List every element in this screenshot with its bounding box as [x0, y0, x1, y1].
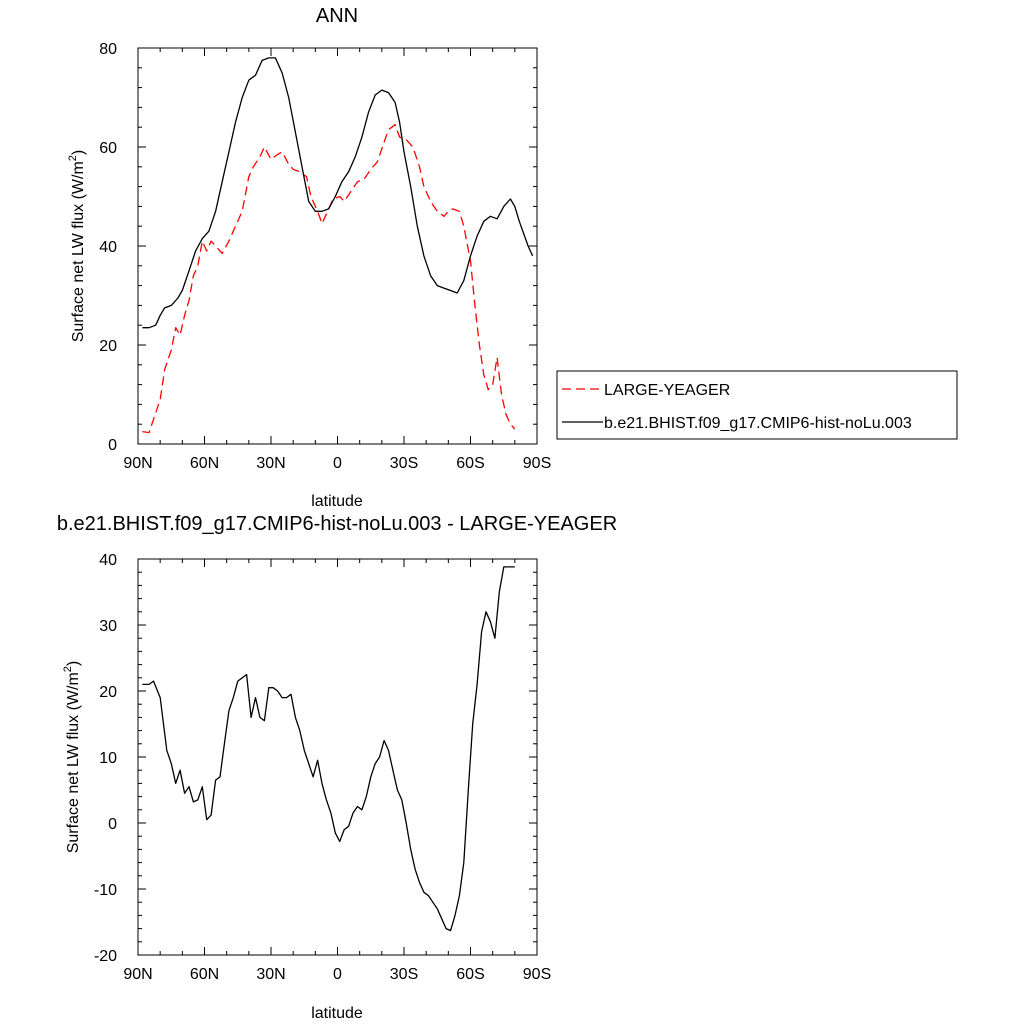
x-tick-label: 60N	[190, 455, 219, 472]
y-axis-label-text: Surface net LW flux (W/m	[65, 672, 82, 853]
y-axis-label-superscript: 2	[67, 155, 79, 161]
x-tick-label: 30S	[390, 455, 418, 472]
y-axis-label-text: Surface net LW flux (W/m	[70, 161, 87, 342]
y-axis-label-superscript: 2	[62, 666, 74, 672]
chart-panel-top: ANN 90N 60N 30N 0 30S 60S 90S 0 20 40 60 80 latitud…	[67, 5, 958, 510]
legend-frame	[556, 370, 958, 440]
y-axis-label-close: )	[65, 661, 82, 666]
tick-labels: 90N 60N 30N 0 30S 60S 90S 0 20 40 60 80	[99, 41, 551, 472]
y-tick-label: 40	[99, 239, 117, 256]
series-lines	[142, 566, 515, 932]
chart-title: b.e21.BHIST.f09_g17.CMIP6-hist-noLu.003 …	[57, 513, 617, 535]
x-axis-label: latitude	[311, 1005, 363, 1022]
y-tick-label: 80	[99, 41, 117, 58]
legend-label-cmip6: b.e21.BHIST.f09_g17.CMIP6-hist-noLu.003	[604, 415, 912, 432]
x-tick-label: 60S	[456, 455, 484, 472]
tick-marks	[137, 558, 538, 956]
x-tick-label: 30S	[390, 966, 418, 983]
y-tick-label: 40	[99, 552, 117, 569]
series-lines	[142, 57, 534, 434]
x-tick-label: 90N	[123, 455, 152, 472]
y-tick-label: -10	[94, 882, 117, 899]
chart-panel-bottom: b.e21.BHIST.f09_g17.CMIP6-hist-noLu.003 …	[57, 513, 617, 1022]
y-tick-label: 0	[108, 437, 117, 454]
tick-marks	[137, 47, 538, 445]
x-tick-label: 0	[333, 455, 342, 472]
y-axis-label: Surface net LW flux (W/m2)	[62, 661, 82, 854]
x-tick-label: 60S	[456, 966, 484, 983]
legend: LARGE-YEAGER b.e21.BHIST.f09_g17.CMIP6-h…	[556, 370, 958, 440]
y-tick-label: 60	[99, 140, 117, 157]
y-tick-label: 20	[99, 338, 117, 355]
tick-labels: 90N 60N 30N 0 30S 60S 90S -20 -10 0 10 20 30 40	[94, 552, 551, 983]
y-axis-label-close: )	[70, 150, 87, 155]
y-tick-label: 0	[108, 816, 117, 833]
x-tick-label: 0	[333, 966, 342, 983]
x-tick-label: 30N	[256, 966, 285, 983]
series-line-large-yeager	[142, 124, 516, 434]
plot-frame	[137, 558, 538, 956]
y-tick-label: 20	[99, 684, 117, 701]
x-tick-label: 90N	[123, 966, 152, 983]
y-tick-label: 10	[99, 750, 117, 767]
y-tick-label: 30	[99, 618, 117, 635]
y-axis-label: Surface net LW flux (W/m2)	[67, 150, 87, 343]
series-line-b-e21-bhist-f09-g17-cmip6-hist-nolu-003	[142, 57, 534, 329]
y-tick-label: -20	[94, 948, 117, 965]
x-tick-label: 60N	[190, 966, 219, 983]
x-axis-label: latitude	[311, 493, 363, 510]
legend-label-large-yeager: LARGE-YEAGER	[604, 382, 730, 399]
x-tick-label: 90S	[523, 966, 551, 983]
chart-title: ANN	[316, 5, 358, 27]
x-tick-label: 30N	[256, 455, 285, 472]
x-tick-label: 90S	[523, 455, 551, 472]
series-line-diff-0	[142, 566, 515, 932]
